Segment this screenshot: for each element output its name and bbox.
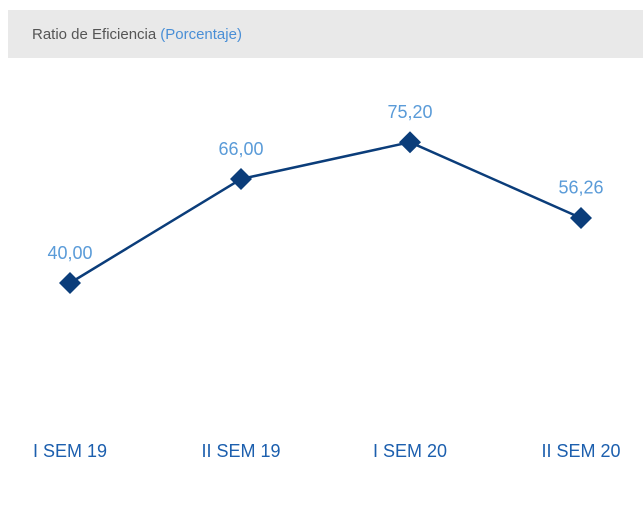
unit-label: (Porcentaje) bbox=[160, 26, 242, 43]
x-tick-label: II SEM 20 bbox=[541, 441, 620, 461]
chart-title-group: Ratio de Eficiencia (Porcentaje) bbox=[32, 26, 242, 43]
point-marker bbox=[230, 168, 252, 190]
data-label: 40,00 bbox=[47, 243, 92, 263]
point-marker bbox=[59, 272, 81, 294]
x-tick-label: I SEM 19 bbox=[33, 441, 107, 461]
data-label: 56,26 bbox=[558, 178, 603, 198]
point-marker bbox=[399, 131, 421, 154]
x-tick-label: I SEM 20 bbox=[373, 441, 447, 461]
x-tick-label: II SEM 19 bbox=[201, 441, 280, 461]
data-label: 66,00 bbox=[218, 139, 263, 159]
point-marker bbox=[570, 206, 592, 229]
series-line bbox=[69, 140, 582, 285]
header-bar bbox=[8, 10, 643, 58]
chart-title: Ratio de Eficiencia bbox=[32, 26, 157, 43]
data-label: 75,20 bbox=[387, 102, 432, 122]
